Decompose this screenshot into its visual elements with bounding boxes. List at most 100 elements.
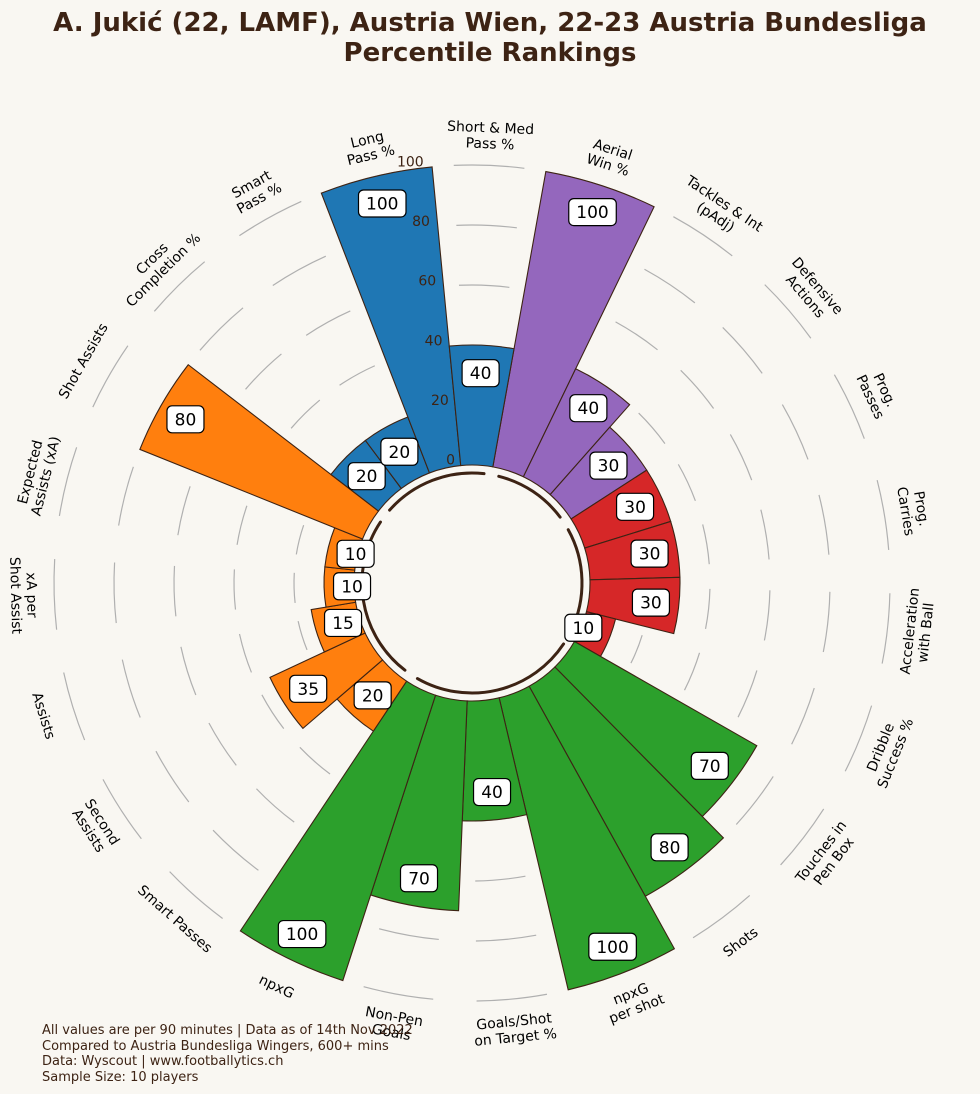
grid-arc	[245, 353, 282, 390]
grid-arc	[692, 894, 751, 939]
grid-arc	[638, 412, 666, 444]
category-label: Shot Assists	[56, 321, 112, 402]
bar	[239, 680, 437, 982]
grid-arc	[379, 928, 439, 941]
value-label: 15	[323, 608, 363, 638]
bar	[320, 166, 462, 474]
value-label: 100	[588, 932, 637, 961]
svg-text:30: 30	[598, 457, 620, 477]
footer-notes: All values are per 90 minutes | Data as …	[42, 1023, 413, 1085]
svg-text:Shots: Shots	[720, 924, 761, 960]
svg-text:10: 10	[345, 545, 367, 565]
grid-arc	[630, 635, 643, 664]
value-label: 35	[289, 674, 328, 703]
svg-text:100: 100	[286, 925, 318, 945]
svg-text:10: 10	[341, 577, 363, 597]
value-labels-layer: 100 40 30 30 30 30 10 70 80 100 40 70 100 20 35 15 10 10 8…	[166, 189, 729, 961]
group-arc	[415, 642, 566, 695]
category-label: Shots	[720, 924, 761, 960]
chart-title-line2: Percentile Rankings	[343, 38, 637, 68]
grid-layer	[53, 164, 891, 1002]
footer-line: Compared to Austria Bundesliga Wingers, …	[42, 1038, 389, 1054]
svg-text:15: 15	[332, 614, 354, 634]
grid-arc	[180, 646, 197, 696]
grid-arc	[704, 588, 711, 629]
grid-arc	[476, 993, 548, 1002]
grid-arc	[339, 365, 376, 386]
grid-arc	[456, 224, 517, 229]
value-label: 80	[166, 405, 205, 434]
value-label: 30	[631, 588, 671, 617]
grid-arc	[236, 505, 248, 545]
group-arcs-layer	[360, 471, 584, 695]
grid-arc	[780, 808, 825, 866]
grid-arc	[683, 652, 701, 691]
svg-text:80: 80	[659, 838, 681, 858]
grid-arc	[363, 986, 434, 1000]
grid-arc	[121, 659, 141, 718]
value-label: 40	[472, 777, 512, 807]
value-label: 10	[564, 613, 603, 642]
grid-arc	[729, 434, 753, 481]
value-label: 100	[568, 197, 617, 227]
grid-arc	[208, 722, 237, 766]
svg-text:20: 20	[356, 467, 378, 487]
value-label: 30	[615, 492, 655, 521]
grid-arc	[881, 593, 891, 664]
grid-arc	[63, 672, 86, 741]
grid-arc	[458, 284, 510, 288]
grid-arc	[673, 216, 733, 257]
value-label: 30	[589, 451, 628, 480]
value-label: 10	[336, 539, 375, 568]
svg-text:Short & Med: Short & Med	[447, 119, 535, 139]
grid-arc	[261, 694, 285, 729]
svg-text:10: 10	[573, 619, 595, 639]
svg-text:Assists: Assists	[28, 691, 58, 742]
grid-arc	[272, 255, 327, 287]
value-label: 30	[630, 539, 669, 568]
grid-arc	[238, 633, 252, 673]
svg-text:100: 100	[596, 938, 628, 958]
grid-arc	[305, 310, 351, 336]
svg-text:100: 100	[576, 203, 608, 223]
svg-text:30: 30	[624, 498, 646, 518]
category-label: Smart Passes	[134, 882, 215, 956]
svg-text:20: 20	[389, 443, 411, 463]
grid-arc	[722, 327, 763, 374]
svg-text:Pass %: Pass %	[465, 135, 514, 153]
bar	[139, 363, 380, 540]
radial-tick-label: 20	[431, 393, 449, 409]
grid-arc	[615, 321, 658, 351]
value-label: 20	[347, 462, 386, 491]
grid-arc	[764, 284, 812, 339]
grid-arc	[92, 345, 129, 408]
grid-arc	[155, 750, 190, 803]
grid-arc	[735, 776, 774, 825]
svg-text:Carries: Carries	[893, 486, 917, 537]
svg-text:40: 40	[481, 783, 503, 803]
svg-text:40: 40	[470, 364, 492, 384]
grid-arc	[290, 399, 321, 429]
grid-arc	[833, 374, 865, 439]
grid-arc	[233, 569, 237, 610]
value-label: 20	[353, 681, 392, 710]
svg-text:Long: Long	[349, 129, 386, 152]
svg-text:30: 30	[640, 594, 662, 614]
footer-line: Sample Size: 10 players	[42, 1069, 199, 1085]
grid-arc	[818, 494, 830, 555]
svg-text:Prog.: Prog.	[910, 490, 932, 528]
value-label: 80	[650, 833, 689, 862]
svg-text:Shot Assists: Shot Assists	[56, 321, 112, 402]
grid-arc	[153, 261, 206, 312]
grid-arc	[737, 670, 758, 718]
svg-text:100: 100	[366, 194, 398, 214]
